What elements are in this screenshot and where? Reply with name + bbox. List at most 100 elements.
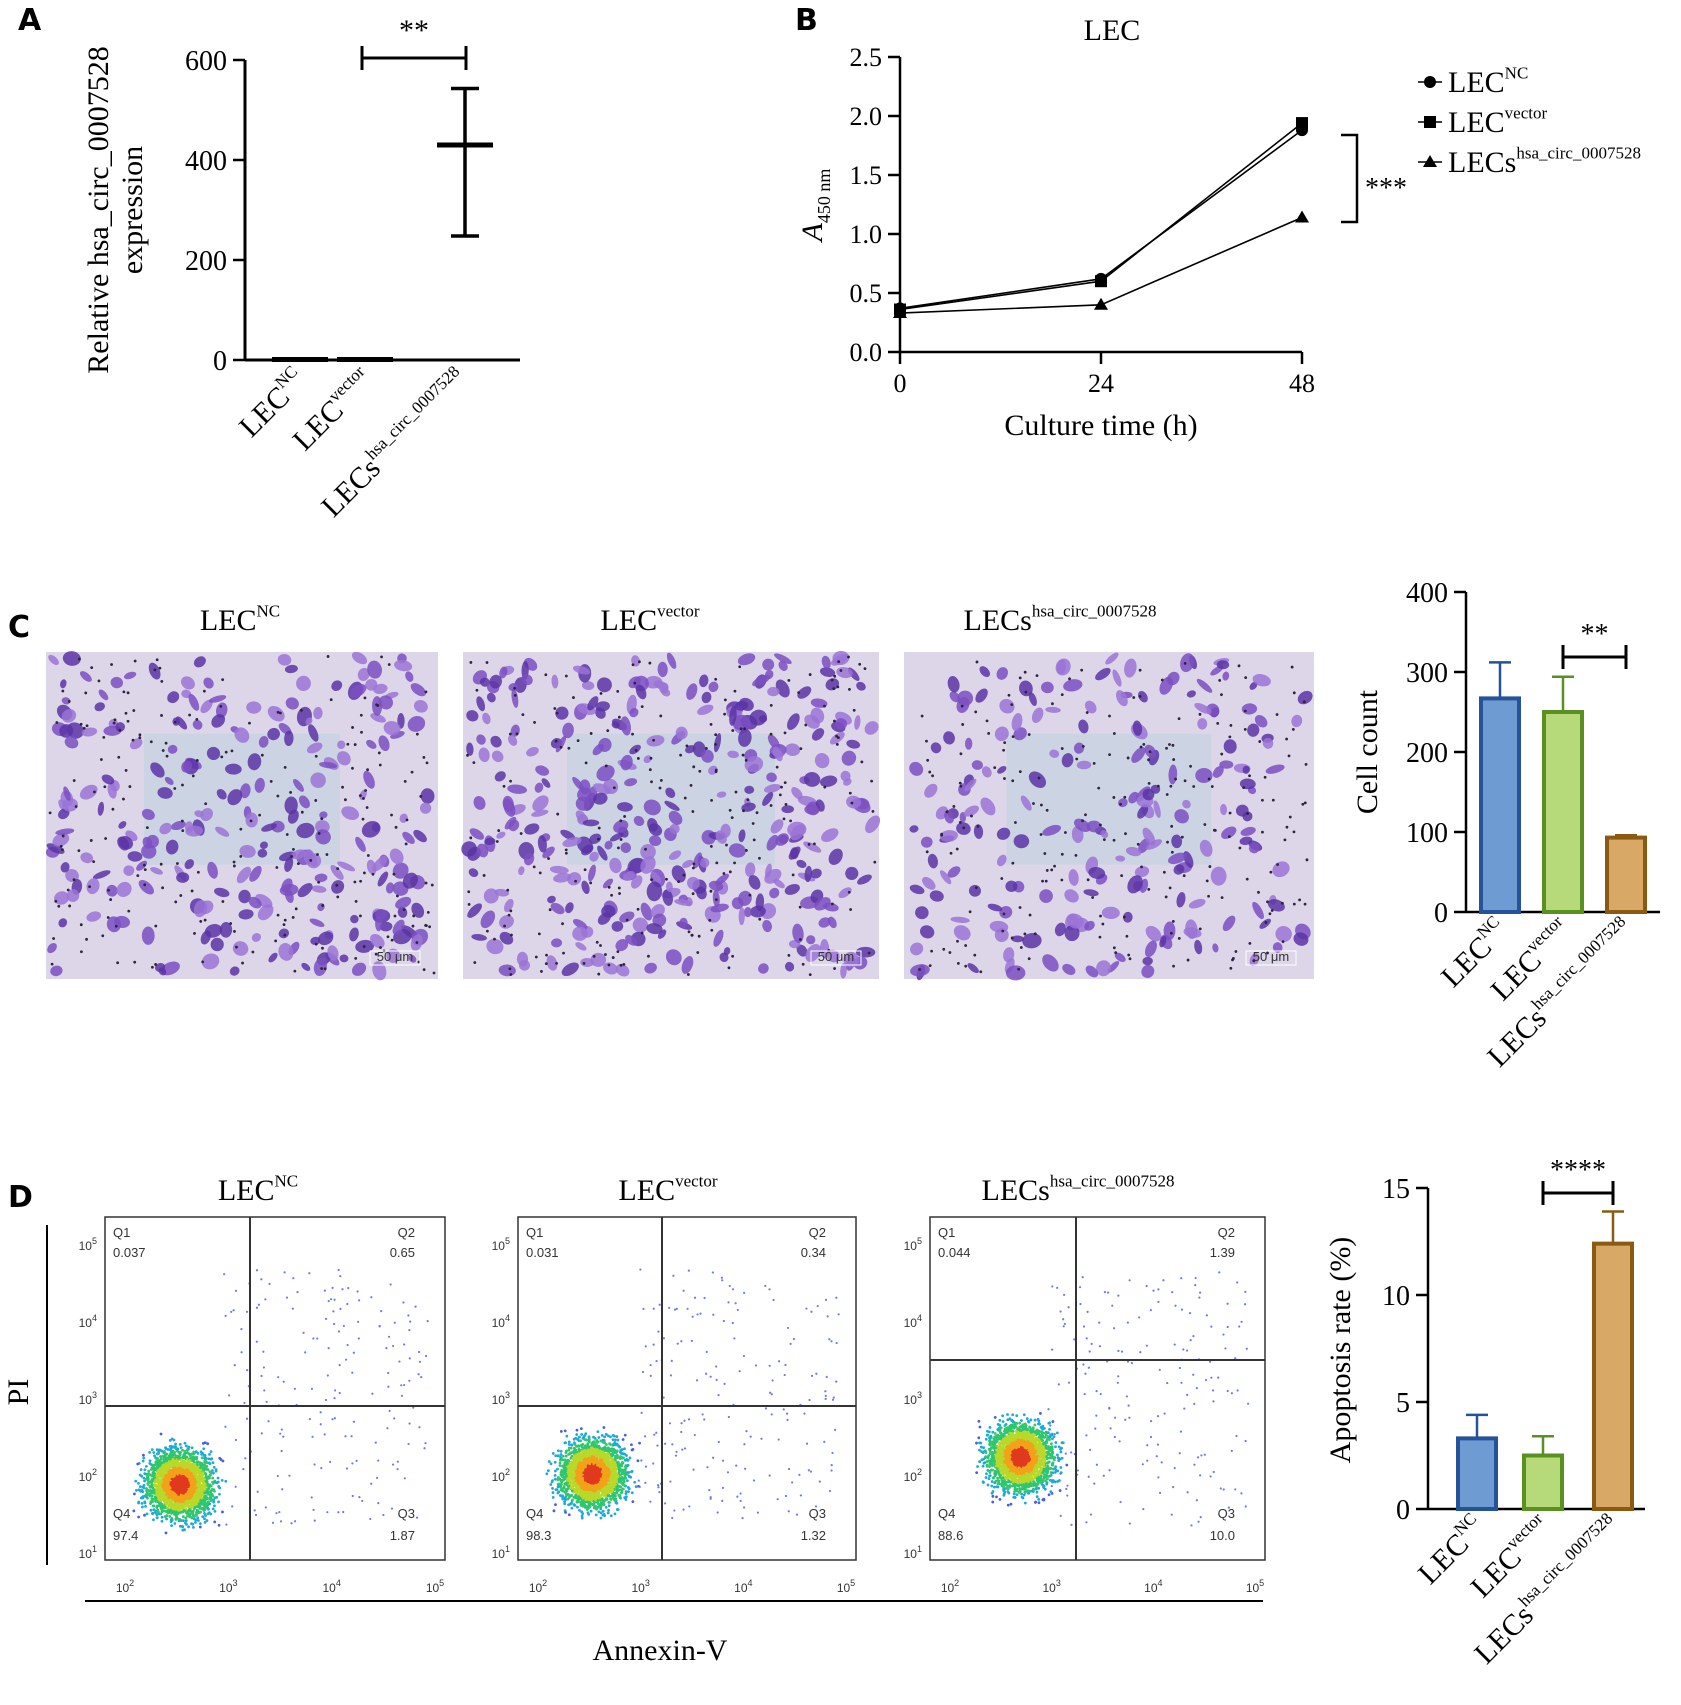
membrane-pore: [127, 909, 131, 913]
x-axis-tick-label: 48: [1289, 369, 1315, 398]
membrane-pore: [532, 865, 536, 869]
event-dot: [333, 1389, 337, 1392]
event-dot: [234, 1438, 238, 1442]
membrane-pore: [723, 698, 727, 702]
membrane-pore: [1229, 724, 1233, 727]
stained-cell: [207, 861, 218, 879]
stained-cell: [971, 760, 983, 770]
membrane-pore: [1068, 677, 1071, 681]
stained-cell: [1078, 719, 1089, 734]
stained-cell: [471, 934, 487, 941]
event-dot: [144, 1464, 148, 1468]
stained-cell: [291, 849, 306, 860]
membrane-pore: [351, 726, 354, 729]
membrane-pore: [1037, 776, 1041, 780]
stained-cell: [339, 954, 349, 963]
event-dot: [691, 1315, 694, 1318]
scale-bar-label: 50 μm: [818, 949, 854, 964]
event-dot: [776, 1498, 779, 1501]
stained-cell: [337, 861, 356, 872]
event-dot: [195, 1510, 198, 1514]
membrane-pore: [116, 961, 120, 965]
membrane-pore: [623, 815, 626, 818]
membrane-pore: [92, 860, 96, 863]
membrane-pore: [640, 705, 644, 709]
stained-cell: [643, 799, 661, 816]
membrane-pore: [72, 878, 76, 882]
membrane-pore: [101, 934, 105, 938]
membrane-pore: [133, 659, 137, 663]
membrane-pore: [617, 715, 621, 719]
stained-cell: [127, 851, 143, 862]
event-dot: [203, 1506, 207, 1510]
stained-cell: [834, 718, 848, 730]
stained-cell: [118, 836, 134, 850]
event-dot: [824, 1394, 827, 1397]
stained-cell: [981, 766, 992, 778]
stained-cell: [996, 667, 1009, 680]
stained-cell: [379, 921, 393, 932]
membrane-pore: [1014, 821, 1017, 824]
stained-cell: [313, 707, 323, 720]
event-dot: [243, 1401, 246, 1405]
membrane-pore: [77, 849, 81, 853]
event-dot: [192, 1500, 196, 1503]
event-dot: [823, 1440, 826, 1443]
event-dot: [412, 1406, 415, 1409]
membrane-pore: [1285, 825, 1289, 829]
membrane-pore: [513, 693, 517, 697]
event-dot: [213, 1489, 216, 1493]
membrane-pore: [1234, 950, 1238, 953]
y-axis-tick-label: 200: [1406, 738, 1448, 769]
stained-cell: [407, 715, 426, 732]
stained-cell: [674, 899, 693, 906]
membrane-pore: [190, 889, 194, 893]
membrane-pore: [949, 851, 953, 855]
event-dot: [837, 1313, 840, 1316]
event-dot: [152, 1465, 156, 1469]
membrane-pore: [379, 946, 382, 949]
membrane-pore: [691, 866, 695, 870]
membrane-pore: [195, 717, 199, 721]
membrane-pore: [1138, 694, 1142, 698]
event-dot: [167, 1495, 170, 1499]
stained-cell: [313, 958, 327, 976]
event-dot: [245, 1310, 249, 1313]
membrane-pore: [405, 818, 409, 822]
event-dot: [370, 1296, 373, 1299]
stained-cell: [944, 809, 955, 824]
membrane-pore: [1264, 921, 1268, 924]
stained-cell: [997, 766, 1007, 774]
stained-cell: [537, 835, 547, 853]
membrane-pore: [1269, 870, 1273, 874]
membrane-pore: [1124, 832, 1127, 836]
stained-cell: [551, 938, 563, 948]
membrane-pore: [617, 846, 620, 850]
stained-cell: [996, 854, 1007, 867]
membrane-pore: [619, 963, 623, 967]
stained-cell: [764, 868, 782, 884]
event-dot: [177, 1511, 180, 1515]
membrane-pore: [589, 732, 593, 735]
event-dot: [179, 1496, 182, 1500]
membrane-pore: [199, 919, 203, 923]
event-dot: [132, 1509, 136, 1513]
stained-cell: [716, 791, 727, 798]
event-dot: [181, 1480, 185, 1484]
event-dot: [264, 1506, 267, 1509]
membrane-pore: [848, 791, 852, 795]
event-dot: [184, 1444, 188, 1448]
event-dot: [641, 1370, 645, 1374]
membrane-pore: [138, 733, 142, 737]
stained-cell: [319, 811, 328, 819]
membrane-pore: [731, 729, 735, 732]
stained-cell: [167, 691, 180, 704]
membrane-pore: [1220, 693, 1223, 697]
membrane-pore: [82, 726, 86, 730]
event-dot: [208, 1462, 212, 1466]
membrane-pore: [1018, 906, 1022, 909]
stained-cell: [826, 949, 840, 963]
event-dot: [156, 1463, 160, 1467]
stained-cell: [964, 778, 977, 792]
y-axis-tick-label: 100: [1406, 818, 1448, 849]
